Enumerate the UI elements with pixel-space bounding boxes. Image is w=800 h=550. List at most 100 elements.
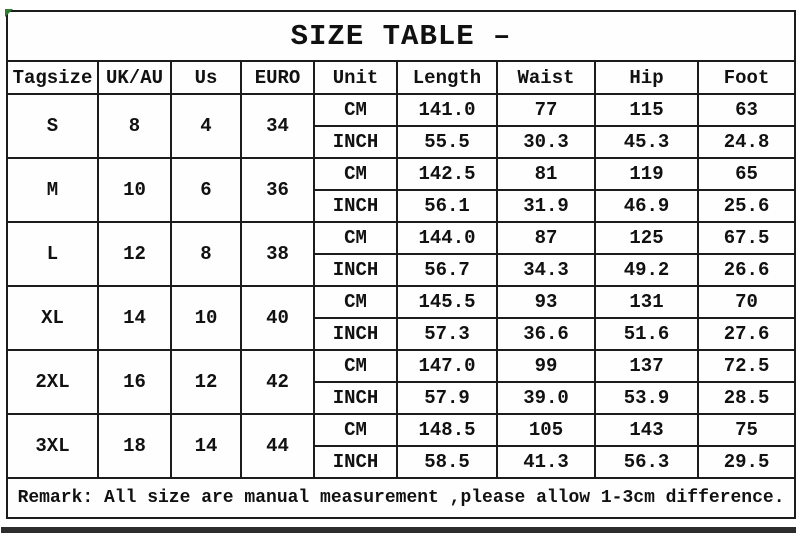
euro-cell: 38	[240, 221, 315, 287]
waist-value: 39.0	[496, 381, 596, 415]
unit-cell: CM	[313, 93, 398, 127]
column-header-row: Tagsize UK/AU Us EURO Unit Length Waist Hip Foot	[6, 60, 797, 95]
foot-value: 25.6	[696, 189, 797, 223]
title-row: SIZE TABLE –	[5, 10, 797, 62]
euro-cell: 36	[240, 157, 315, 223]
us-cell: 4	[170, 93, 242, 159]
hip-value: 131	[594, 285, 699, 319]
euro-cell: 40	[240, 285, 315, 351]
tagsize-cell: S	[6, 93, 99, 159]
foot-value: 72.5	[696, 349, 797, 383]
waist-value: 105	[496, 413, 596, 447]
foot-value: 29.5	[696, 445, 797, 479]
column-header-us: Us	[170, 60, 242, 95]
page-title: SIZE TABLE –	[5, 10, 797, 62]
waist-value: 30.3	[496, 125, 596, 159]
euro-cell: 44	[240, 413, 315, 479]
hip-value: 49.2	[594, 253, 699, 287]
column-header-hip: Hip	[594, 60, 699, 95]
bottom-divider-bar	[1, 527, 796, 533]
size-row-xl-inch: INCH 57.3 36.6 51.6 27.6	[7, 317, 797, 351]
hip-value: 46.9	[594, 189, 699, 223]
column-header-euro: EURO	[240, 60, 315, 95]
euro-cell: 42	[240, 349, 315, 415]
remark-row: Remark: All size are manual measurement …	[5, 477, 797, 519]
foot-value: 27.6	[696, 317, 797, 351]
column-header-foot: Foot	[696, 60, 797, 95]
green-corner-icon	[5, 9, 13, 17]
waist-value: 99	[496, 349, 596, 383]
unit-cell: INCH	[313, 189, 398, 223]
length-value: 147.0	[396, 349, 498, 383]
size-row-m-cm: M 10 6 36 CM 142.5 81 119 65	[6, 157, 797, 223]
size-row-2xl-cm: 2XL 16 12 42 CM 147.0 99 137 72.5	[6, 349, 797, 415]
unit-cell: CM	[313, 221, 398, 255]
hip-value: 143	[594, 413, 699, 447]
size-row-2xl-inch: INCH 57.9 39.0 53.9 28.5	[7, 381, 797, 415]
length-value: 58.5	[396, 445, 498, 479]
waist-value: 93	[496, 285, 596, 319]
us-cell: 12	[170, 349, 242, 415]
foot-value: 67.5	[696, 221, 797, 255]
foot-value: 65	[696, 157, 797, 191]
length-value: 57.9	[396, 381, 498, 415]
waist-value: 36.6	[496, 317, 596, 351]
size-chart-table: SIZE TABLE – Tagsize UK/AU Us EURO Unit Lengt…	[5, 10, 797, 519]
unit-cell: CM	[313, 349, 398, 383]
hip-value: 53.9	[594, 381, 699, 415]
tagsize-cell: XL	[6, 285, 99, 351]
column-header-uk-au: UK/AU	[97, 60, 172, 95]
tagsize-cell: 3XL	[6, 413, 99, 479]
unit-cell: CM	[313, 285, 398, 319]
foot-value: 63	[696, 93, 797, 127]
column-header-length: Length	[396, 60, 498, 95]
tagsize-cell: M	[6, 157, 99, 223]
length-value: 148.5	[396, 413, 498, 447]
foot-value: 28.5	[696, 381, 797, 415]
unit-cell: INCH	[313, 381, 398, 415]
size-row-3xl-cm: 3XL 18 14 44 CM 148.5 105 143 75	[6, 413, 797, 479]
length-value: 55.5	[396, 125, 498, 159]
hip-value: 115	[594, 93, 699, 127]
uk-au-cell: 8	[97, 93, 172, 159]
remark-text: Remark: All size are manual measurement …	[5, 477, 797, 519]
size-row-s-cm: S 8 4 34 CM 141.0 77 115 63	[6, 93, 797, 159]
size-row-s-inch: INCH 55.5 30.3 45.3 24.8	[7, 125, 797, 159]
euro-cell: 34	[240, 93, 315, 159]
length-value: 144.0	[396, 221, 498, 255]
foot-value: 24.8	[696, 125, 797, 159]
uk-au-cell: 18	[97, 413, 172, 479]
size-row-m-inch: INCH 56.1 31.9 46.9 25.6	[7, 189, 797, 223]
us-cell: 8	[170, 221, 242, 287]
us-cell: 10	[170, 285, 242, 351]
foot-value: 26.6	[696, 253, 797, 287]
hip-value: 137	[594, 349, 699, 383]
length-value: 56.7	[396, 253, 498, 287]
waist-value: 34.3	[496, 253, 596, 287]
size-row-l-inch: INCH 56.7 34.3 49.2 26.6	[7, 253, 797, 287]
length-value: 142.5	[396, 157, 498, 191]
waist-value: 87	[496, 221, 596, 255]
hip-value: 119	[594, 157, 699, 191]
us-cell: 14	[170, 413, 242, 479]
waist-value: 77	[496, 93, 596, 127]
length-value: 145.5	[396, 285, 498, 319]
unit-cell: INCH	[313, 317, 398, 351]
hip-value: 51.6	[594, 317, 699, 351]
waist-value: 31.9	[496, 189, 596, 223]
tagsize-cell: L	[6, 221, 99, 287]
hip-value: 125	[594, 221, 699, 255]
size-row-xl-cm: XL 14 10 40 CM 145.5 93 131 70	[6, 285, 797, 351]
uk-au-cell: 10	[97, 157, 172, 223]
foot-value: 75	[696, 413, 797, 447]
hip-value: 45.3	[594, 125, 699, 159]
uk-au-cell: 12	[97, 221, 172, 287]
hip-value: 56.3	[594, 445, 699, 479]
tagsize-cell: 2XL	[6, 349, 99, 415]
unit-cell: CM	[313, 157, 398, 191]
length-value: 57.3	[396, 317, 498, 351]
unit-cell: INCH	[313, 253, 398, 287]
foot-value: 70	[696, 285, 797, 319]
size-table: SIZE TABLE – Tagsize UK/AU Us EURO Unit Lengt…	[5, 9, 797, 519]
column-header-unit: Unit	[313, 60, 398, 95]
